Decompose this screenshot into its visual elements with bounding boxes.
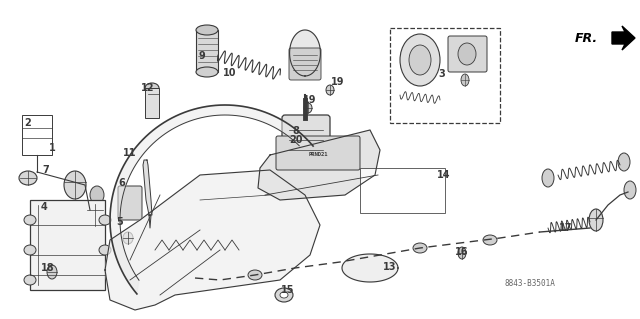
Ellipse shape [589,209,603,231]
Text: 6: 6 [118,178,125,188]
Bar [30,200,105,290]
Text: 18: 18 [41,263,55,273]
Bar [390,28,500,123]
Polygon shape [258,130,380,200]
FancyBboxPatch shape [289,48,321,80]
Text: 20: 20 [289,135,303,145]
Ellipse shape [90,186,104,204]
Text: 5: 5 [116,217,124,227]
Polygon shape [290,30,321,76]
Text: 16: 16 [455,247,468,257]
Text: 2: 2 [24,118,31,128]
FancyBboxPatch shape [448,36,487,72]
Ellipse shape [87,204,103,226]
Bar [360,168,445,213]
Ellipse shape [409,45,431,75]
Ellipse shape [483,235,497,245]
Ellipse shape [304,103,312,113]
Text: 15: 15 [281,285,295,295]
Polygon shape [612,26,635,50]
Text: 8843-B3501A: 8843-B3501A [504,279,556,288]
Polygon shape [143,160,152,215]
Ellipse shape [24,215,36,225]
Ellipse shape [196,25,218,35]
Ellipse shape [275,288,293,302]
Ellipse shape [196,67,218,77]
Text: 10: 10 [223,68,237,78]
Bar [196,30,218,72]
Text: 9: 9 [198,51,205,61]
FancyBboxPatch shape [276,136,360,170]
Ellipse shape [248,270,262,280]
Text: 19: 19 [332,77,345,87]
Ellipse shape [458,247,466,259]
Ellipse shape [461,74,469,86]
Ellipse shape [64,171,86,199]
Text: PRND21: PRND21 [308,152,328,158]
Bar [22,115,52,155]
Bar [145,88,159,118]
Ellipse shape [326,85,334,95]
Text: FR.: FR. [575,32,598,44]
Ellipse shape [542,169,554,187]
Ellipse shape [145,83,159,93]
Ellipse shape [47,265,57,279]
Polygon shape [110,105,313,294]
Text: 1: 1 [49,143,56,153]
Text: 13: 13 [383,262,397,272]
Text: 7: 7 [43,165,49,175]
Text: 8: 8 [292,126,300,136]
Ellipse shape [24,275,36,285]
Ellipse shape [24,245,36,255]
Polygon shape [105,170,320,310]
Ellipse shape [99,245,111,255]
Text: 19: 19 [303,95,317,105]
Ellipse shape [123,232,133,244]
Text: 11: 11 [124,148,137,158]
Ellipse shape [400,34,440,86]
Polygon shape [149,215,151,228]
Ellipse shape [624,181,636,199]
Text: 12: 12 [141,83,155,93]
Ellipse shape [99,215,111,225]
FancyBboxPatch shape [282,115,330,161]
Text: 4: 4 [40,202,47,212]
Ellipse shape [19,171,37,185]
Text: 3: 3 [438,69,445,79]
Text: 17: 17 [559,223,573,233]
Ellipse shape [458,43,476,65]
FancyBboxPatch shape [118,186,142,220]
Text: 14: 14 [437,170,451,180]
Ellipse shape [280,292,288,298]
Polygon shape [342,254,398,282]
Ellipse shape [618,153,630,171]
Ellipse shape [413,243,427,253]
